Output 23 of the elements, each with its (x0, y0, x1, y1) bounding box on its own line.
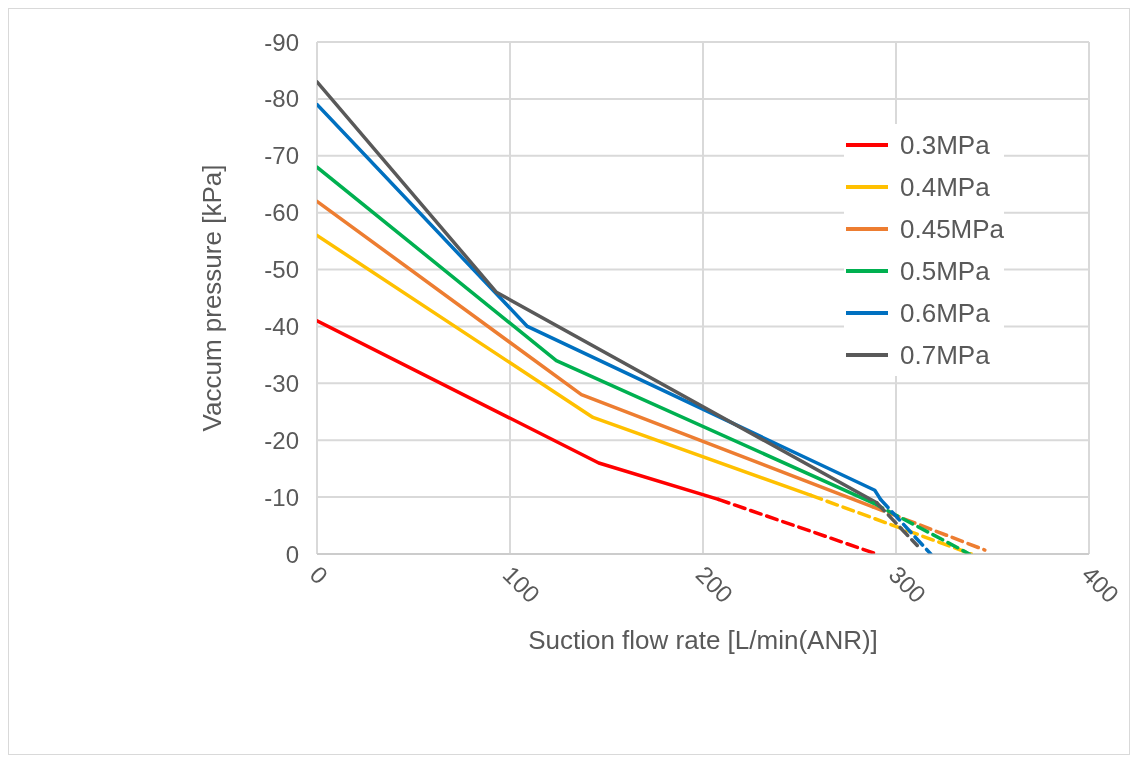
y-tick-label: 0 (285, 540, 299, 568)
y-tick-label: -60 (264, 199, 299, 227)
x-axis-title: Suction flow rate [L/min(ANR)] (528, 625, 878, 655)
legend-label: 0.5MPa (900, 255, 990, 288)
x-tick-label: 400 (1076, 560, 1125, 609)
y-tick-label: -10 (264, 483, 299, 511)
y-tick-label: -50 (264, 256, 299, 284)
y-tick-label: -30 (264, 369, 299, 397)
legend-label: 0.3MPa (900, 129, 990, 162)
y-tick-label: -90 (264, 28, 299, 56)
legend-label: 0.4MPa (900, 171, 990, 204)
x-tick-label: 0 (304, 560, 334, 590)
y-tick-label: -70 (264, 142, 299, 170)
y-tick-label: -20 (264, 426, 299, 454)
legend-label: 0.45MPa (900, 213, 1005, 246)
y-axis-title: Vaccum pressure [kPa] (197, 164, 228, 432)
y-tick-label: -40 (264, 312, 299, 340)
legend-label: 0.7MPa (900, 339, 990, 372)
x-tick-label: 200 (690, 560, 739, 609)
x-tick-label: 100 (497, 560, 546, 609)
x-tick-label: 300 (883, 560, 932, 609)
legend-label: 0.6MPa (900, 297, 990, 330)
y-tick-label: -80 (264, 85, 299, 113)
